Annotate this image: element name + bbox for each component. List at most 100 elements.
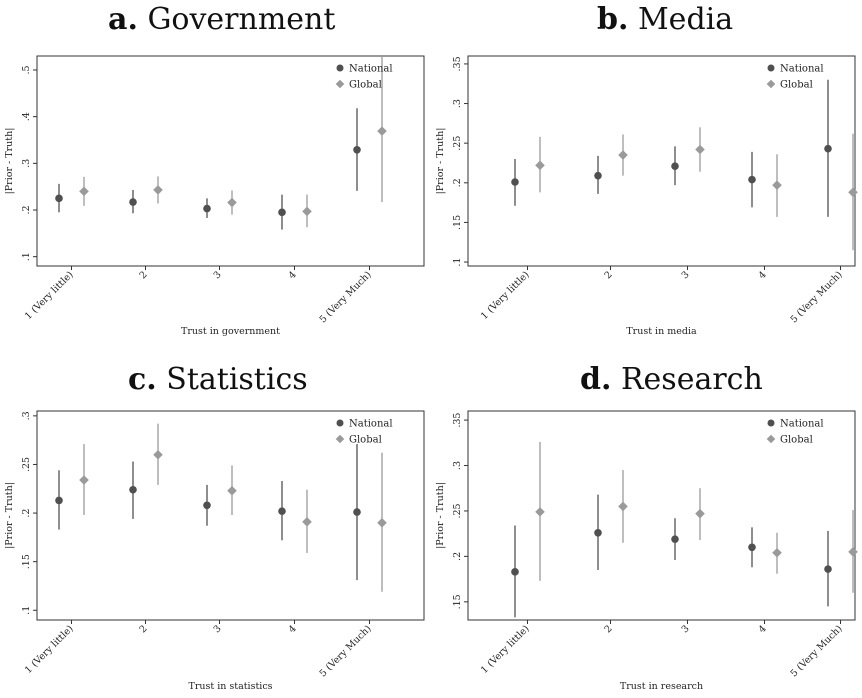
y-tick-label: .2 [21, 205, 32, 214]
point-national [353, 146, 361, 154]
panel-title-research: d. Research [580, 362, 763, 397]
y-tick-label: .2 [21, 509, 32, 518]
x-tick-label: 1 (Very little) [23, 623, 76, 676]
x-tick-label: 2 [138, 623, 150, 635]
point-global [848, 547, 858, 557]
x-tick-label: 4 [757, 269, 769, 281]
point-national [511, 178, 519, 186]
x-axis-title: Trust in media [626, 326, 697, 337]
chart-media: .1 .15 .2 .25 .3 .35 |Prior - Truth| 1 (Very li… [435, 55, 858, 337]
y-tick-label: .2 [452, 552, 463, 561]
legend-marker-national [336, 64, 344, 72]
legend-label-national: National [349, 419, 393, 430]
point-global [377, 126, 387, 136]
plot-frame [467, 410, 856, 621]
legend-label-global: Global [780, 80, 813, 91]
point-global [302, 517, 312, 527]
point-global [227, 197, 237, 208]
y-tick-label: .2 [452, 178, 463, 187]
y-tick-label: .1 [21, 252, 32, 261]
panel-title-government: a. Government [108, 2, 336, 37]
legend-marker-national [336, 419, 344, 427]
x-tick-label: 3 [212, 269, 224, 281]
y-tick-label: .1 [452, 257, 463, 266]
legend-label-global: Global [780, 435, 813, 446]
legend-label-national: National [349, 64, 393, 75]
chart-statistics: .1 .15 .2 .25 .3 |Prior - Truth| 1 (Very littl… [4, 410, 425, 692]
point-global [535, 160, 545, 171]
point-national [511, 568, 519, 576]
point-national [594, 171, 602, 180]
x-tick-label: 2 [603, 269, 615, 281]
point-global [772, 180, 782, 190]
x-tick-label: 2 [603, 623, 615, 635]
legend-marker-global [335, 434, 345, 444]
y-tick-label: .15 [21, 554, 32, 569]
point-national [671, 162, 679, 170]
y-tick-label: .3 [21, 159, 32, 168]
x-tick-label: 5 (Very Much) [789, 623, 845, 679]
x-axis-title: Trust in government [181, 326, 280, 337]
x-tick-label: 4 [287, 623, 299, 635]
y-tick-label: .15 [452, 594, 463, 609]
panel-title-media: b. Media [597, 2, 734, 37]
y-tick-label: .3 [452, 461, 463, 470]
legend-marker-global [766, 79, 776, 89]
legend-label-global: Global [349, 435, 382, 446]
point-national [353, 508, 361, 516]
point-national [748, 543, 756, 552]
y-tick-label: .25 [21, 457, 32, 472]
point-global [848, 187, 858, 198]
point-global [535, 507, 545, 517]
point-national [129, 198, 137, 206]
point-national [824, 565, 832, 573]
x-tick-label: 1 (Very little) [479, 623, 532, 676]
y-tick-label: .4 [21, 112, 32, 121]
panel-title-statistics: c. Statistics [128, 362, 308, 397]
point-global [153, 185, 163, 195]
point-global [79, 186, 89, 197]
point-global [618, 501, 628, 512]
y-tick-label: .25 [452, 136, 463, 151]
y-tick-label: .25 [452, 503, 463, 518]
point-national [203, 501, 211, 510]
x-tick-label: 5 (Very Much) [318, 623, 374, 679]
y-axis-title: |Prior - Truth| [4, 128, 15, 195]
point-global [302, 206, 312, 217]
point-global [695, 508, 705, 519]
x-tick-label: 3 [680, 623, 692, 635]
y-tick-label: .5 [21, 65, 32, 74]
point-national [671, 535, 679, 543]
y-tick-label: .3 [21, 411, 32, 420]
y-tick-label: .35 [452, 56, 463, 71]
x-tick-label: 3 [680, 269, 692, 281]
point-national [748, 175, 756, 184]
x-axis-title: Trust in statistics [188, 681, 272, 692]
point-national [55, 496, 63, 505]
point-global [377, 517, 387, 528]
x-tick-label: 2 [138, 269, 150, 281]
x-tick-label: 3 [212, 623, 224, 635]
y-tick-label: .15 [452, 215, 463, 230]
chart-research: .15 .2 .25 .3 .35 |Prior - Truth| 1 (Very litt… [435, 410, 858, 692]
point-global [227, 485, 237, 496]
point-national [203, 204, 211, 213]
legend-marker-global [335, 79, 345, 89]
x-tick-label: 4 [757, 623, 769, 635]
y-tick-label: .3 [452, 99, 463, 108]
point-global [772, 547, 782, 558]
y-axis-title: |Prior - Truth| [4, 482, 15, 549]
y-axis-title: |Prior - Truth| [435, 128, 446, 195]
point-global [153, 449, 163, 460]
y-tick-label: .35 [452, 413, 463, 428]
x-axis-title: Trust in research [620, 681, 703, 692]
point-national [594, 528, 602, 537]
point-national [278, 507, 286, 515]
plot-frame [467, 55, 856, 267]
point-global [618, 150, 628, 160]
x-tick-label: 5 (Very Much) [318, 269, 374, 325]
point-national [55, 194, 63, 203]
y-axis-title: |Prior - Truth| [435, 482, 446, 549]
point-national [129, 485, 137, 494]
